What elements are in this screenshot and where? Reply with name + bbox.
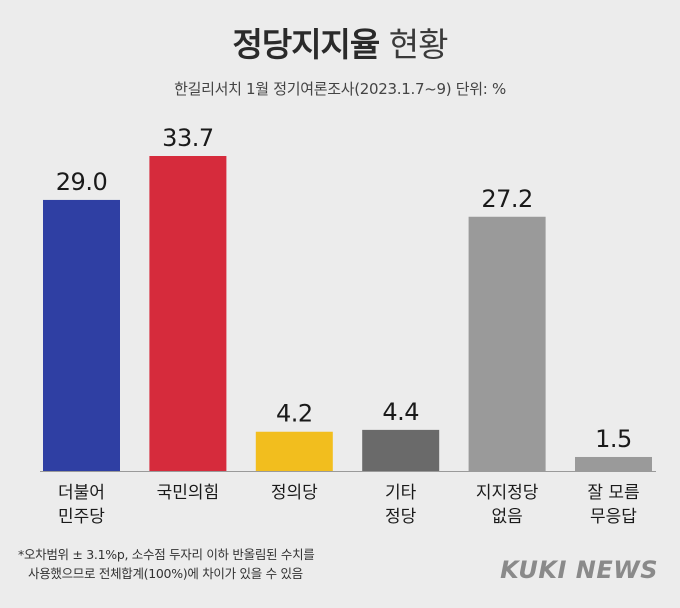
chart-title-main: 정당지지율	[232, 25, 380, 64]
category-label: 없음	[491, 507, 522, 527]
data-label: 4.4	[382, 398, 419, 426]
data-label: 4.2	[276, 400, 313, 428]
footnote-line-1: *오차범위 ± 3.1%p, 소수점 두자리 이하 반올림된 수치를	[18, 547, 315, 562]
chart-title: 정당지지율 현황	[0, 18, 680, 66]
bar	[43, 199, 120, 471]
category-label: 국민의힘	[157, 483, 220, 503]
data-label: 29.0	[56, 168, 107, 196]
chart-title-sub: 현황	[388, 25, 449, 64]
bar	[468, 216, 546, 471]
category-label: 지지정당	[476, 483, 539, 503]
category-label: 민주당	[58, 507, 105, 527]
data-label: 33.7	[162, 124, 213, 152]
footnote-line-2: 사용했으므로 전체합계(100%)에 차이가 있을 수 있음	[28, 566, 303, 581]
category-label: 잘 모름	[587, 483, 639, 503]
kuki-news-logo: KUKI NEWS	[500, 556, 658, 584]
bar	[255, 431, 333, 471]
category-label: 정당	[385, 507, 417, 527]
category-label: 더불어	[58, 483, 105, 503]
category-label: 기타	[385, 483, 417, 503]
data-label: 1.5	[595, 425, 632, 453]
category-label: 무응답	[590, 507, 637, 527]
category-label: 정의당	[271, 483, 318, 503]
bar	[362, 429, 440, 471]
chart-subtitle: 한길리서치 1월 정기여론조사(2023.1.7~9) 단위: %	[174, 80, 506, 98]
footnote: *오차범위 ± 3.1%p, 소수점 두자리 이하 반올림된 수치를 사용했으므…	[18, 545, 315, 583]
bar	[149, 156, 227, 471]
data-label: 27.2	[481, 185, 532, 213]
bar	[575, 456, 652, 471]
